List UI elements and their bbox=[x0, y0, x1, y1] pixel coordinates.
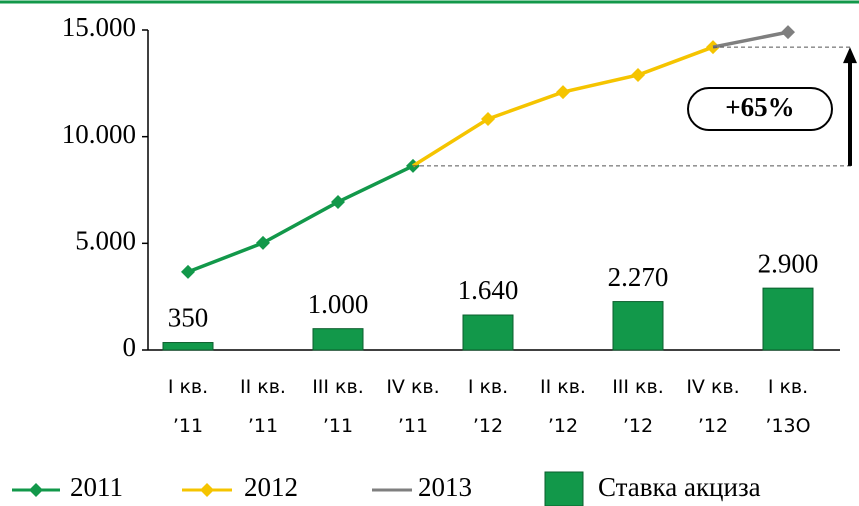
line bbox=[187, 164, 414, 274]
x-tick-label-line: I кв. bbox=[468, 376, 508, 398]
bar bbox=[162, 342, 214, 351]
x-tick-label-line: ’11 bbox=[173, 415, 203, 437]
legend-label: 2012 bbox=[244, 472, 298, 502]
marker bbox=[481, 111, 495, 126]
x-tick-label-line: IV кв. bbox=[386, 376, 439, 398]
y-tick-label: 0 bbox=[123, 332, 137, 362]
x-tick-label-line: ’12 bbox=[623, 415, 653, 437]
x-tick-label: I кв. ’12 bbox=[468, 376, 508, 437]
data-label: 1.000 bbox=[308, 289, 369, 319]
x-tick-label-line: III кв. bbox=[612, 376, 664, 398]
y-tick-label: 15.000 bbox=[62, 12, 136, 42]
x-tick-label: I кв. ’13О bbox=[765, 376, 810, 437]
line bbox=[712, 30, 789, 49]
legend-label: Ставка акциза bbox=[598, 472, 761, 502]
marker bbox=[781, 25, 795, 40]
y-tick-label: 10.000 bbox=[62, 119, 136, 149]
x-tick-label-line: ’12 bbox=[548, 415, 578, 437]
bar bbox=[462, 314, 514, 351]
x-tick-label: IV кв. ’11 bbox=[386, 376, 439, 437]
bar bbox=[762, 287, 814, 351]
annotation-box bbox=[687, 87, 833, 131]
y-tick-label: 5.000 bbox=[75, 226, 136, 256]
x-tick-label-line: IV кв. bbox=[686, 376, 739, 398]
x-tick-label: III кв. ’11 bbox=[312, 376, 364, 437]
data-label: 2.900 bbox=[758, 248, 819, 278]
x-tick-label-line: ’12 bbox=[698, 415, 728, 437]
marker bbox=[631, 68, 645, 83]
legend-label: 2011 bbox=[70, 472, 123, 502]
x-tick-label-line: II кв. bbox=[540, 376, 586, 398]
x-tick-label-line: II кв. bbox=[240, 376, 286, 398]
x-tick-label-line: ’11 bbox=[323, 415, 353, 437]
arrow-head bbox=[843, 47, 857, 64]
x-tick-label-line: I кв. bbox=[768, 376, 808, 398]
marker bbox=[181, 264, 195, 279]
data-label: 350 bbox=[168, 303, 209, 333]
x-tick-label-line: ’11 bbox=[248, 415, 278, 437]
line bbox=[412, 45, 714, 168]
annotation: +65% bbox=[725, 92, 794, 122]
bar bbox=[312, 328, 364, 351]
marker bbox=[331, 194, 345, 209]
x-tick-label: II кв. ’11 bbox=[240, 376, 286, 437]
x-tick-label: IV кв. ’12 bbox=[686, 376, 739, 437]
x-tick-label-line: I кв. bbox=[168, 376, 208, 398]
x-tick-label: III кв. ’12 bbox=[612, 376, 664, 437]
x-tick-label-line: ’13О bbox=[765, 415, 810, 437]
x-tick-label-line: III кв. bbox=[312, 376, 364, 398]
marker bbox=[556, 85, 570, 100]
legend-swatch bbox=[544, 471, 584, 506]
legend-marker bbox=[200, 483, 214, 497]
x-tick-label: I кв. ’11 bbox=[168, 376, 208, 437]
bar bbox=[612, 301, 664, 351]
x-tick-label-line: ’11 bbox=[398, 415, 428, 437]
marker bbox=[256, 235, 270, 250]
data-label: 2.270 bbox=[608, 262, 669, 292]
x-tick-label-line: ’12 bbox=[473, 415, 503, 437]
x-tick-label: II кв. ’12 bbox=[540, 376, 586, 437]
data-label: 1.640 bbox=[458, 275, 519, 305]
legend-marker bbox=[29, 483, 43, 497]
legend-label: 2013 bbox=[418, 472, 472, 502]
